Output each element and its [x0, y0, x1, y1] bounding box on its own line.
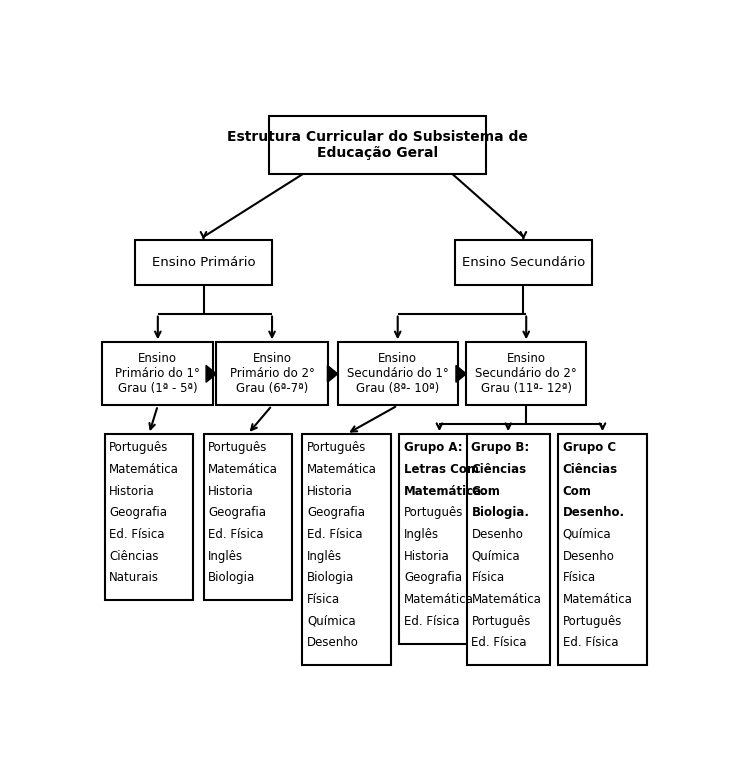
Text: Física: Física [307, 593, 340, 606]
Text: Letras Com: Letras Com [404, 463, 479, 476]
Text: Biologia: Biologia [307, 572, 354, 584]
Text: Português: Português [404, 506, 464, 519]
Text: Ed. Física: Ed. Física [208, 528, 264, 541]
Bar [467, 434, 550, 665]
Text: Português: Português [109, 441, 169, 454]
Text: Português: Português [472, 615, 531, 628]
Polygon shape [456, 365, 467, 382]
Text: Química: Química [563, 528, 612, 541]
Text: Historia: Historia [307, 485, 352, 497]
Text: Ed. Física: Ed. Física [307, 528, 363, 541]
Text: Ed. Física: Ed. Física [109, 528, 165, 541]
Text: Matemática: Matemática [563, 593, 632, 606]
Text: Ensino
Secundário do 1°
Grau (8ª- 10ª): Ensino Secundário do 1° Grau (8ª- 10ª) [347, 353, 449, 396]
Bar [102, 343, 214, 405]
Text: Geografia: Geografia [307, 506, 365, 519]
Bar [269, 117, 486, 174]
Text: Desenho.: Desenho. [563, 506, 625, 519]
Text: Ed. Física: Ed. Física [563, 637, 618, 649]
Text: Geografia: Geografia [208, 506, 266, 519]
Bar [558, 434, 647, 665]
Text: Naturais: Naturais [109, 572, 159, 584]
Bar [455, 240, 592, 285]
Text: Desenho: Desenho [563, 550, 615, 563]
Text: Química: Química [307, 615, 355, 628]
Text: Desenho: Desenho [472, 528, 523, 541]
Bar [203, 434, 292, 601]
Text: Biologia.: Biologia. [472, 506, 529, 519]
Text: Inglês: Inglês [404, 528, 439, 541]
Text: Ensino Primário: Ensino Primário [152, 256, 255, 269]
Text: Matemática: Matemática [404, 593, 474, 606]
Text: Estrutura Curricular do Subsistema de
Educação Geral: Estrutura Curricular do Subsistema de Ed… [227, 130, 528, 160]
Text: Com: Com [563, 485, 592, 497]
Text: Ed. Física: Ed. Física [404, 615, 459, 628]
Text: Português: Português [307, 441, 366, 454]
Text: Ensino
Secundário do 2°
Grau (11ª- 12ª): Ensino Secundário do 2° Grau (11ª- 12ª) [475, 353, 577, 396]
Text: Grupo B:: Grupo B: [472, 441, 530, 454]
Text: Inglês: Inglês [208, 550, 243, 563]
Bar [135, 240, 272, 285]
Polygon shape [327, 365, 338, 382]
Text: Física: Física [472, 572, 505, 584]
Text: Grupo A:: Grupo A: [404, 441, 463, 454]
Bar [302, 434, 391, 665]
Text: Ciências: Ciências [563, 463, 618, 476]
Text: Português: Português [563, 615, 622, 628]
Text: Ensino
Primário do 1°
Grau (1ª - 5ª): Ensino Primário do 1° Grau (1ª - 5ª) [116, 353, 200, 396]
Text: Ensino Secundário: Ensino Secundário [462, 256, 585, 269]
Text: Grupo C: Grupo C [563, 441, 616, 454]
Bar [338, 343, 458, 405]
Text: Ciências: Ciências [472, 463, 526, 476]
Bar [105, 434, 193, 601]
Text: Português: Português [208, 441, 268, 454]
Text: Inglês: Inglês [307, 550, 342, 563]
Text: Ciências: Ciências [109, 550, 158, 563]
Text: Historia: Historia [109, 485, 155, 497]
Text: Desenho: Desenho [307, 637, 359, 649]
Polygon shape [206, 365, 217, 382]
Text: Matemática: Matemática [109, 463, 179, 476]
Bar [217, 343, 328, 405]
Text: Ed. Física: Ed. Física [472, 637, 527, 649]
Text: Matemática: Matemática [208, 463, 278, 476]
Text: Matemática.: Matemática. [404, 485, 486, 497]
Bar [399, 434, 479, 644]
Text: Matemática: Matemática [472, 593, 541, 606]
Text: Historia: Historia [208, 485, 254, 497]
Text: Biologia: Biologia [208, 572, 255, 584]
Text: Química: Química [472, 550, 520, 563]
Text: Com: Com [472, 485, 500, 497]
Bar [467, 343, 586, 405]
Text: Geografia: Geografia [404, 572, 462, 584]
Text: Historia: Historia [404, 550, 450, 563]
Text: Física: Física [563, 572, 596, 584]
Text: Ensino
Primário do 2°
Grau (6ª-7ª): Ensino Primário do 2° Grau (6ª-7ª) [230, 353, 315, 396]
Text: Matemática: Matemática [307, 463, 377, 476]
Text: Geografia: Geografia [109, 506, 167, 519]
